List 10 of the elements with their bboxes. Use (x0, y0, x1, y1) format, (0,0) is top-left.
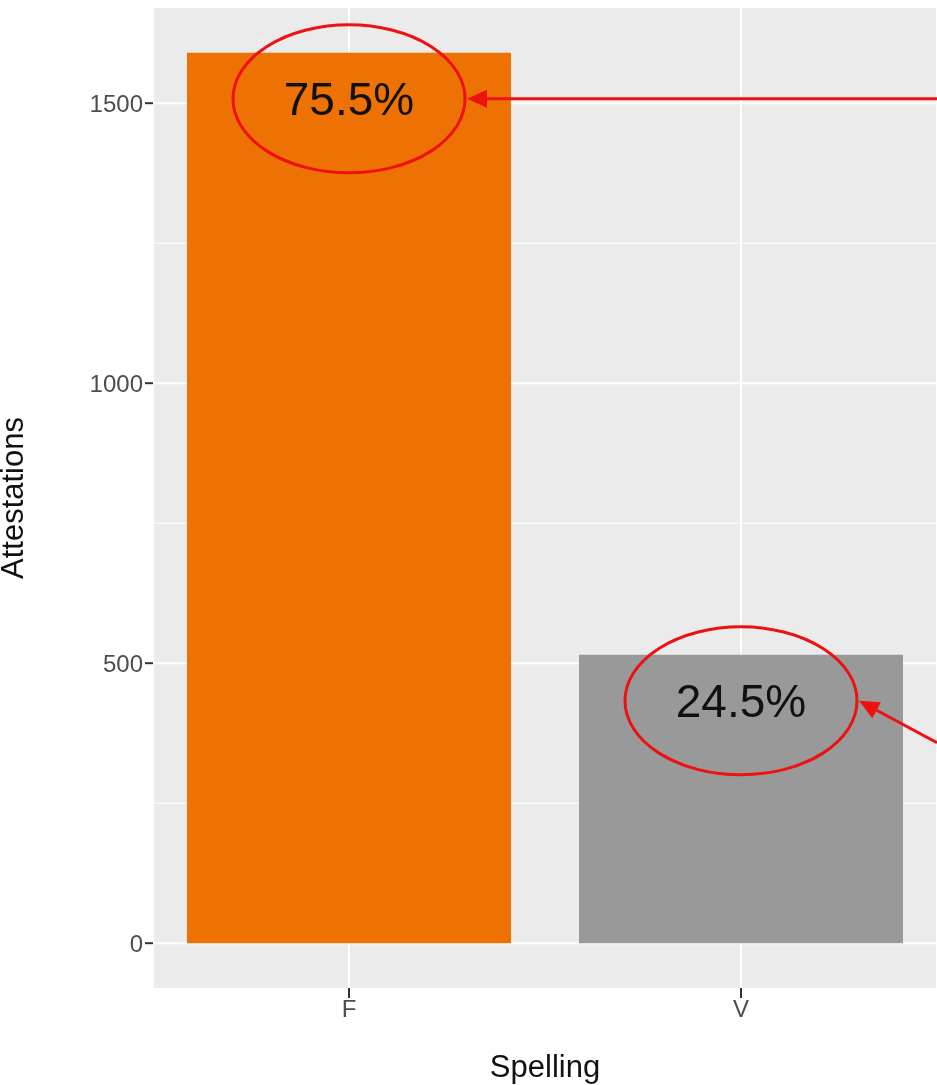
annotation: 75.5% (283, 72, 415, 125)
y-tick-label: 500 (102, 649, 143, 677)
y-axis-title: Attestations (0, 417, 31, 579)
x-tick-label: F (341, 995, 357, 1023)
y-tick-label: 1500 (89, 89, 143, 117)
y-tick-label: 1000 (89, 369, 143, 397)
x-tick-label: V (732, 995, 750, 1023)
annotation: 24.5% (675, 674, 807, 727)
x-axis-title: Spelling (489, 1049, 601, 1084)
y-tick-label: 0 (129, 929, 143, 957)
